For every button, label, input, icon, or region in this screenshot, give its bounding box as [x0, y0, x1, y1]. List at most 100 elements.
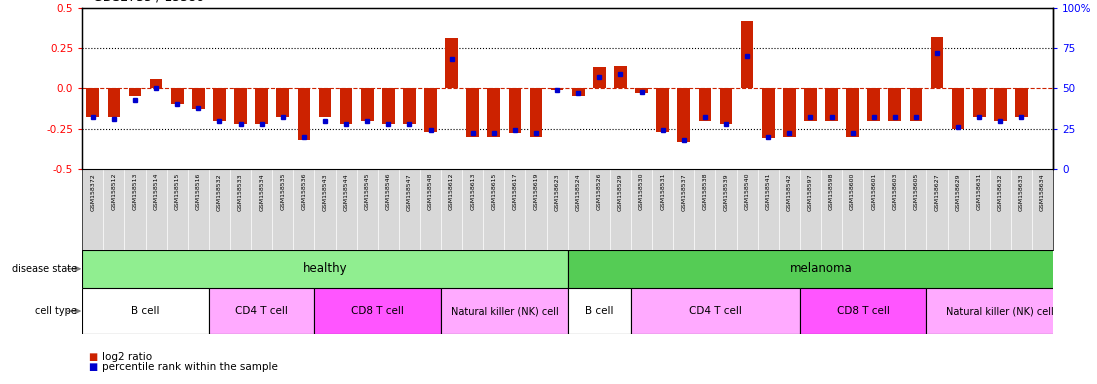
Bar [235, 88, 247, 124]
Text: B cell: B cell [132, 306, 160, 316]
Text: GSM158601: GSM158601 [871, 173, 877, 210]
Bar [82, 288, 208, 334]
Text: GSM158633: GSM158633 [1019, 173, 1024, 210]
Bar [509, 88, 521, 134]
Bar [551, 88, 564, 90]
Text: GSM158531: GSM158531 [660, 173, 665, 210]
Bar [256, 88, 268, 124]
Text: GSM158540: GSM158540 [745, 173, 749, 210]
Bar [82, 250, 568, 288]
Bar [761, 88, 774, 138]
Text: B cell: B cell [585, 306, 613, 316]
Bar [572, 88, 585, 96]
Bar [171, 88, 183, 104]
Bar [804, 88, 817, 121]
Text: GSM158623: GSM158623 [555, 173, 559, 210]
Bar [720, 88, 733, 124]
Bar [297, 88, 310, 140]
Text: ■: ■ [88, 362, 97, 372]
Bar [800, 288, 927, 334]
Bar [530, 88, 542, 137]
Bar [340, 88, 352, 124]
Bar [927, 288, 1074, 334]
Bar [361, 88, 373, 121]
Text: GSM158516: GSM158516 [196, 173, 201, 210]
Bar [192, 88, 205, 109]
Bar [593, 67, 606, 88]
Bar [568, 250, 1074, 288]
Bar [466, 88, 479, 137]
Bar [568, 288, 631, 334]
Text: GSM158597: GSM158597 [807, 173, 813, 210]
Text: disease state: disease state [12, 264, 77, 274]
Bar [783, 88, 795, 137]
Bar [614, 66, 626, 88]
Text: CD8 T cell: CD8 T cell [837, 306, 890, 316]
Text: melanoma: melanoma [790, 262, 852, 275]
Text: GSM158533: GSM158533 [238, 173, 244, 210]
Bar [994, 88, 1007, 121]
Text: ■: ■ [88, 352, 97, 362]
Text: GSM158530: GSM158530 [640, 173, 644, 210]
Bar [678, 88, 690, 142]
Text: GSM158627: GSM158627 [935, 173, 939, 210]
Text: GSM158538: GSM158538 [702, 173, 708, 210]
Bar [128, 88, 142, 96]
Bar [930, 37, 943, 88]
Text: log2 ratio: log2 ratio [102, 352, 152, 362]
Text: GSM158613: GSM158613 [471, 173, 475, 210]
Bar [973, 88, 985, 118]
Bar [441, 288, 568, 334]
Bar [87, 88, 99, 118]
Bar [108, 88, 121, 118]
Bar [952, 88, 964, 129]
Bar [276, 88, 290, 118]
Text: GSM158545: GSM158545 [364, 173, 370, 210]
Bar [740, 21, 754, 88]
Text: GSM158598: GSM158598 [829, 173, 834, 210]
Text: GSM158632: GSM158632 [998, 173, 1003, 210]
Bar [846, 88, 859, 137]
Bar [909, 88, 923, 121]
Bar [315, 288, 441, 334]
Bar [487, 88, 500, 137]
Bar [403, 88, 416, 124]
Text: GSM158536: GSM158536 [302, 173, 306, 210]
Text: CD4 T cell: CD4 T cell [689, 306, 742, 316]
Text: GSM158543: GSM158543 [323, 173, 328, 210]
Text: GSM158634: GSM158634 [1040, 173, 1045, 210]
Text: GSM158600: GSM158600 [850, 173, 856, 210]
Text: GSM158532: GSM158532 [217, 173, 222, 210]
Bar [1015, 88, 1028, 118]
Text: GSM158541: GSM158541 [766, 173, 771, 210]
Text: GSM158547: GSM158547 [407, 173, 411, 210]
Bar [889, 88, 901, 121]
Text: GSM158513: GSM158513 [133, 173, 137, 210]
Text: Natural killer (NK) cell: Natural killer (NK) cell [451, 306, 558, 316]
Bar [445, 38, 457, 88]
Text: GSM158619: GSM158619 [533, 173, 539, 210]
Text: percentile rank within the sample: percentile rank within the sample [102, 362, 278, 372]
Bar [656, 88, 669, 132]
Text: GSM158515: GSM158515 [174, 173, 180, 210]
Text: GSM158529: GSM158529 [618, 173, 623, 210]
Text: GSM158615: GSM158615 [491, 173, 496, 210]
Bar [635, 88, 648, 93]
Text: GSM158544: GSM158544 [343, 173, 349, 210]
Text: GSM158548: GSM158548 [428, 173, 433, 210]
Bar [699, 88, 711, 121]
Text: GSM158617: GSM158617 [512, 173, 518, 210]
Bar [318, 88, 331, 118]
Text: CD8 T cell: CD8 T cell [351, 306, 404, 316]
Text: GSM158631: GSM158631 [976, 173, 982, 210]
Text: GSM158629: GSM158629 [955, 173, 961, 210]
Text: Natural killer (NK) cell: Natural killer (NK) cell [947, 306, 1054, 316]
Text: GSM158524: GSM158524 [576, 173, 580, 210]
Text: GSM158537: GSM158537 [681, 173, 687, 210]
Text: GSM158539: GSM158539 [724, 173, 728, 210]
Text: GSM158512: GSM158512 [112, 173, 116, 210]
Text: GSM158603: GSM158603 [892, 173, 897, 210]
Text: GSM158534: GSM158534 [259, 173, 264, 210]
Bar [825, 88, 838, 121]
Text: GSM158372: GSM158372 [90, 173, 95, 211]
